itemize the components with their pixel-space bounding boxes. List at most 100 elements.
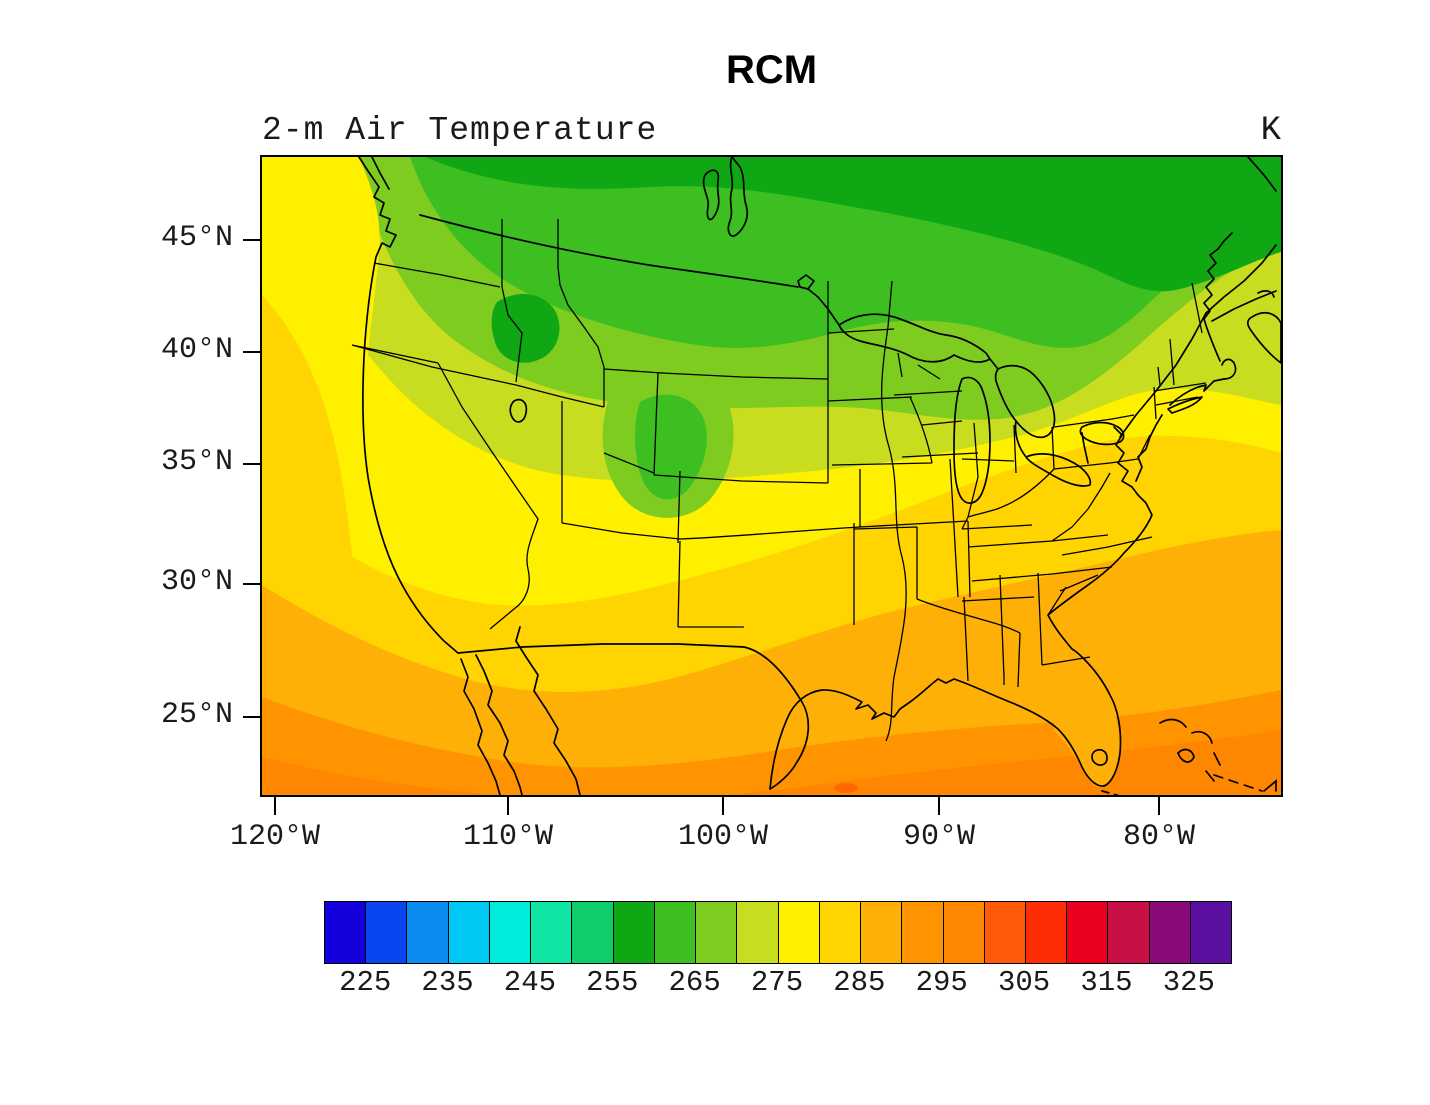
lake-okeechobee <box>1091 748 1108 766</box>
colorbar-cell-310 <box>1066 902 1108 963</box>
lat-tick-25°N <box>243 716 262 718</box>
lon-tick-80°W <box>1158 796 1160 815</box>
colorbar-cell-315 <box>1107 902 1149 963</box>
cuba-coast-dashed <box>1213 774 1263 792</box>
colorbar-cell-300 <box>983 902 1025 963</box>
colorbar-tick-325: 325 <box>1162 966 1215 999</box>
colorbar-tick-235: 235 <box>421 966 474 999</box>
lon-label-4: 80°W <box>1122 820 1195 854</box>
lake-winnipegosis <box>702 169 720 221</box>
lake-erie <box>1025 453 1092 487</box>
canada-border-49n <box>419 214 799 288</box>
saguenay-line <box>1247 157 1277 192</box>
lon-tick-120°W <box>274 796 276 815</box>
colorbar-tick-305: 305 <box>997 966 1051 999</box>
colorbar-cell-325 <box>1189 902 1232 963</box>
colorbar <box>324 901 1232 964</box>
florida-warm-patch <box>1054 657 1120 788</box>
great-salt-lake <box>509 398 528 423</box>
long-island <box>1167 396 1203 414</box>
figure-title: RCM <box>725 48 818 92</box>
colorbar-cell-230 <box>406 902 448 963</box>
units-label: K <box>1260 112 1281 150</box>
map-panel <box>260 155 1283 797</box>
cape-cod <box>1221 358 1237 380</box>
colorbar-cell-305 <box>1024 902 1067 963</box>
temperature-map <box>262 157 1281 795</box>
eleuthera-island <box>1213 752 1221 766</box>
lon-tick-90°W <box>938 796 940 815</box>
colorbar-tick-315: 315 <box>1080 966 1133 999</box>
andros-island <box>1177 748 1195 763</box>
band-deep-orange <box>262 729 1281 795</box>
lat-tick-35°N <box>243 463 262 465</box>
colorbar-tick-295: 295 <box>915 966 968 999</box>
lon-tick-100°W <box>722 796 724 815</box>
colorbar-cell-250 <box>571 902 613 963</box>
colorbar-cell-225 <box>365 902 407 963</box>
mexico-mainland-coast <box>515 626 581 795</box>
coastline-layer <box>358 157 1281 795</box>
colorbar-tick-225: 225 <box>339 966 392 999</box>
lon-tick-110°W <box>507 796 509 815</box>
st-lawrence-river <box>1119 312 1207 438</box>
colorbar-cell-245 <box>530 902 572 963</box>
colorbar-cell-275 <box>777 902 819 963</box>
lake-winnipeg <box>727 157 749 237</box>
colorbar-cell-290 <box>901 902 943 963</box>
colorbar-cell-280 <box>818 902 861 963</box>
niagara-river <box>1081 432 1089 464</box>
colorbar-cell-235 <box>447 902 489 963</box>
pacific-coastline <box>358 157 459 654</box>
st-lawrence-estuary-north <box>1211 290 1277 322</box>
state-borders-plains <box>827 280 1021 634</box>
lat-label-1: 40°N <box>160 333 233 367</box>
st-lawrence-estuary-south <box>1205 244 1277 314</box>
island-layer <box>1101 718 1277 795</box>
band-dark-green <box>425 157 1281 292</box>
nova-scotia <box>1246 311 1281 364</box>
abaco-island <box>1191 730 1213 744</box>
lat-label-3: 30°N <box>160 565 233 599</box>
colorbar-cell-265 <box>695 902 737 963</box>
pocket-idaho-green <box>491 293 560 363</box>
border-to-superior <box>807 288 840 326</box>
exuma-island <box>1205 770 1215 782</box>
midatlantic-coast <box>1135 414 1163 482</box>
baja-east-coast <box>475 654 523 795</box>
puget-strait <box>371 157 390 190</box>
colorbar-cell-270 <box>736 902 778 963</box>
colorbar-cell-285 <box>860 902 902 963</box>
florida-keys <box>1101 790 1120 795</box>
hot-spot <box>834 783 858 793</box>
lon-label-0: 120°W <box>229 820 320 854</box>
lake-superior <box>838 313 991 363</box>
state-borders-west <box>351 219 861 630</box>
state-borders-midwest <box>881 326 1055 742</box>
maine-coast <box>1203 232 1233 362</box>
colorbar-tick-255: 255 <box>586 966 639 999</box>
state-borders-south-east <box>967 282 1207 685</box>
lon-label-2: 100°W <box>677 820 768 854</box>
lat-label-0: 45°N <box>160 221 233 255</box>
lon-label-3: 90°W <box>902 820 975 854</box>
florida-atlantic-coast <box>1047 486 1153 787</box>
detroit-river <box>1014 420 1027 458</box>
colorbar-tick-285: 285 <box>833 966 886 999</box>
cuba-hook <box>1263 779 1277 792</box>
lat-label-2: 35°N <box>160 445 233 479</box>
colorbar-cell-220 <box>325 902 366 963</box>
lat-label-4: 25°N <box>160 698 233 732</box>
st-marys-river <box>989 358 999 370</box>
lat-tick-40°N <box>243 351 262 353</box>
colorbar-cell-240 <box>488 902 531 963</box>
colorbar-cell-295 <box>942 902 984 963</box>
state-borders-layer <box>351 219 1207 742</box>
grand-bahama <box>1159 718 1187 728</box>
baja-west-coast <box>460 658 501 795</box>
lake-huron <box>994 364 1056 439</box>
lake-michigan <box>953 376 991 504</box>
lat-tick-30°N <box>243 583 262 585</box>
colorbar-tick-265: 265 <box>668 966 721 999</box>
